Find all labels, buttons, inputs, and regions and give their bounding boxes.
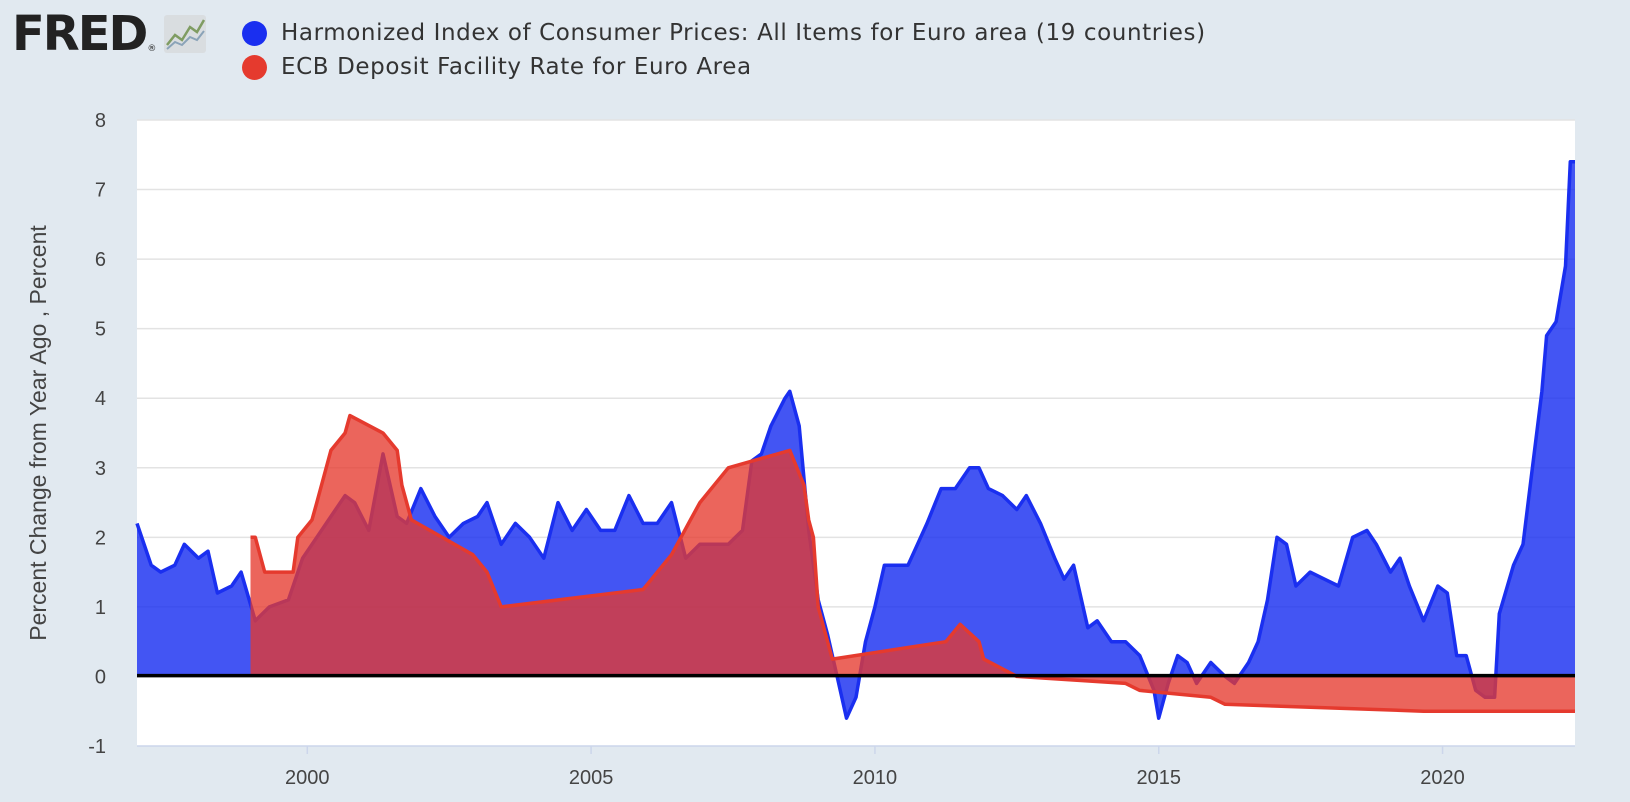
series-layer <box>135 159 1575 720</box>
series-area-ecb-rate <box>250 415 1575 712</box>
y-tick-label: 8 <box>95 110 106 132</box>
y-tick-label: 2 <box>95 527 106 549</box>
x-tick-label: 2010 <box>853 767 898 789</box>
line-chart-icon <box>164 15 207 53</box>
legend-label-ecb-rate: ECB Deposit Facility Rate for Euro Area <box>281 54 752 80</box>
x-axis-ticks: 2000 2005 2010 2015 2020 <box>137 745 1575 789</box>
legend-marker-hicp <box>242 20 267 46</box>
y-tick-label: -1 <box>88 736 106 758</box>
y-tick-label: 7 <box>95 180 106 202</box>
series-line-ecb-rate <box>250 413 1575 713</box>
y-tick-label: 6 <box>95 249 106 271</box>
legend-label-hicp: Harmonized Index of Consumer Prices: All… <box>281 20 1206 46</box>
x-tick-label: 2015 <box>1136 767 1181 789</box>
y-axis-ticks: -1 0 1 2 3 4 5 6 7 8 <box>88 110 106 758</box>
x-tick-label: 2005 <box>569 767 614 789</box>
fred-logo[interactable]: FRED ® <box>12 6 207 62</box>
legend-item-hicp[interactable]: Harmonized Index of Consumer Prices: All… <box>242 20 1206 46</box>
y-tick-label: 1 <box>95 597 106 619</box>
legend-item-ecb-rate[interactable]: ECB Deposit Facility Rate for Euro Area <box>242 54 752 80</box>
y-tick-label: 5 <box>95 319 106 341</box>
chart-header: FRED ® Harmonized Index of Consumer Pric… <box>0 0 1630 100</box>
fred-logo-text: FRED <box>12 6 148 62</box>
y-tick-label: 0 <box>95 666 106 688</box>
series-area-hicp <box>137 161 1575 719</box>
y-axis-label: Percent Change from Year Ago , Percent <box>25 225 51 641</box>
legend-marker-ecb-rate <box>242 54 267 80</box>
registered-mark-icon: ® <box>147 44 157 54</box>
x-tick-label: 2000 <box>285 767 330 789</box>
x-tick-label: 2020 <box>1420 767 1465 789</box>
y-tick-label: 3 <box>95 458 106 480</box>
y-tick-label: 4 <box>95 388 106 410</box>
